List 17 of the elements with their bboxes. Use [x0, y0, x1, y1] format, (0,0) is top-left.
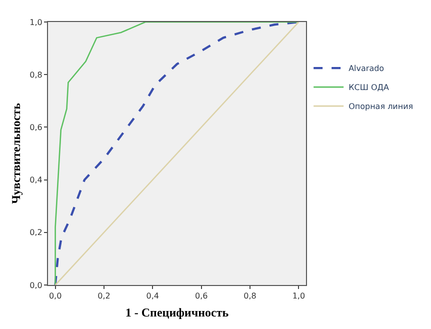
legend-label: Alvarado	[348, 64, 384, 74]
y-tick-label: 0,6	[30, 123, 42, 132]
y-tick-label: 0,0	[30, 280, 42, 290]
y-axis-title: Чувствительность	[8, 102, 23, 204]
legend-label: Опорная линия	[348, 102, 414, 112]
x-axis-title: 1 - Специфичность	[125, 306, 230, 320]
x-tick-label: 0,0	[48, 292, 62, 301]
x-tick-label: 1,0	[292, 292, 306, 301]
x-tick-label: 0,4	[146, 292, 160, 301]
y-tick-label: 0,2	[30, 228, 42, 238]
legend-label: КСШ ОДА	[348, 83, 390, 92]
x-tick-label: 0,8	[244, 292, 256, 301]
y-tick-label: 1,0	[30, 18, 42, 27]
x-tick-label: 0,6	[194, 292, 208, 301]
y-tick-label: 0,4	[30, 176, 42, 185]
y-tick-label: 0,8	[30, 70, 42, 80]
x-tick-label: 0,2	[98, 292, 110, 301]
